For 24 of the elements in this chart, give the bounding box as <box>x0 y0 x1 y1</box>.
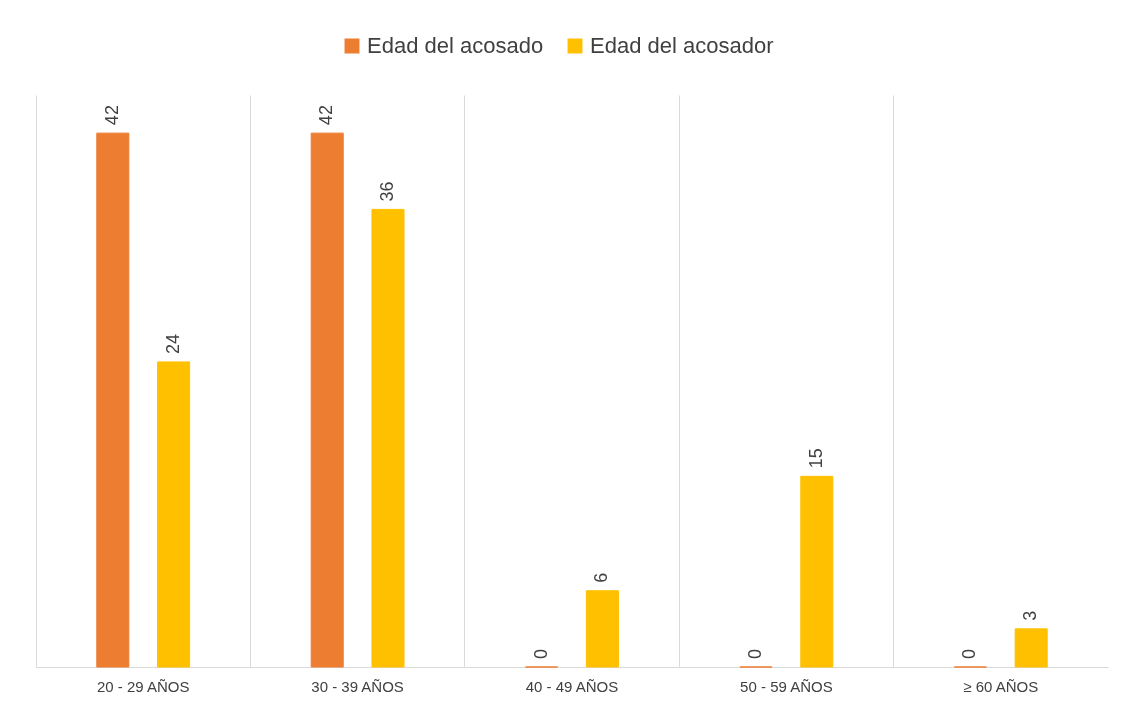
bar <box>157 361 191 668</box>
x-tick-label: 40 - 49 AÑOS <box>525 677 619 695</box>
x-tick-label: ≥ 60 AÑOS <box>963 677 1039 695</box>
bar <box>371 208 405 668</box>
bar <box>585 590 619 668</box>
x-tick-label: 20 - 29 AÑOS <box>96 677 190 695</box>
data-label: 15 <box>805 448 826 469</box>
x-tick-label: 50 - 59 AÑOS <box>740 677 833 695</box>
data-label: 0 <box>959 648 980 659</box>
data-label: 0 <box>745 648 766 659</box>
data-label: 42 <box>316 105 337 126</box>
data-label: 24 <box>162 333 183 354</box>
legend-label: Edad del acosador <box>590 33 774 58</box>
data-label: 6 <box>591 572 612 583</box>
data-label: 42 <box>101 105 122 126</box>
bar <box>310 132 344 668</box>
bar <box>1014 628 1048 668</box>
data-label: 36 <box>376 181 397 202</box>
data-label: 3 <box>1020 610 1041 621</box>
bar <box>800 475 834 668</box>
data-label: 0 <box>530 648 551 659</box>
bar <box>96 132 130 668</box>
x-tick-label: 30 - 39 AÑOS <box>311 677 404 695</box>
legend-label: Edad del acosado <box>367 33 544 58</box>
